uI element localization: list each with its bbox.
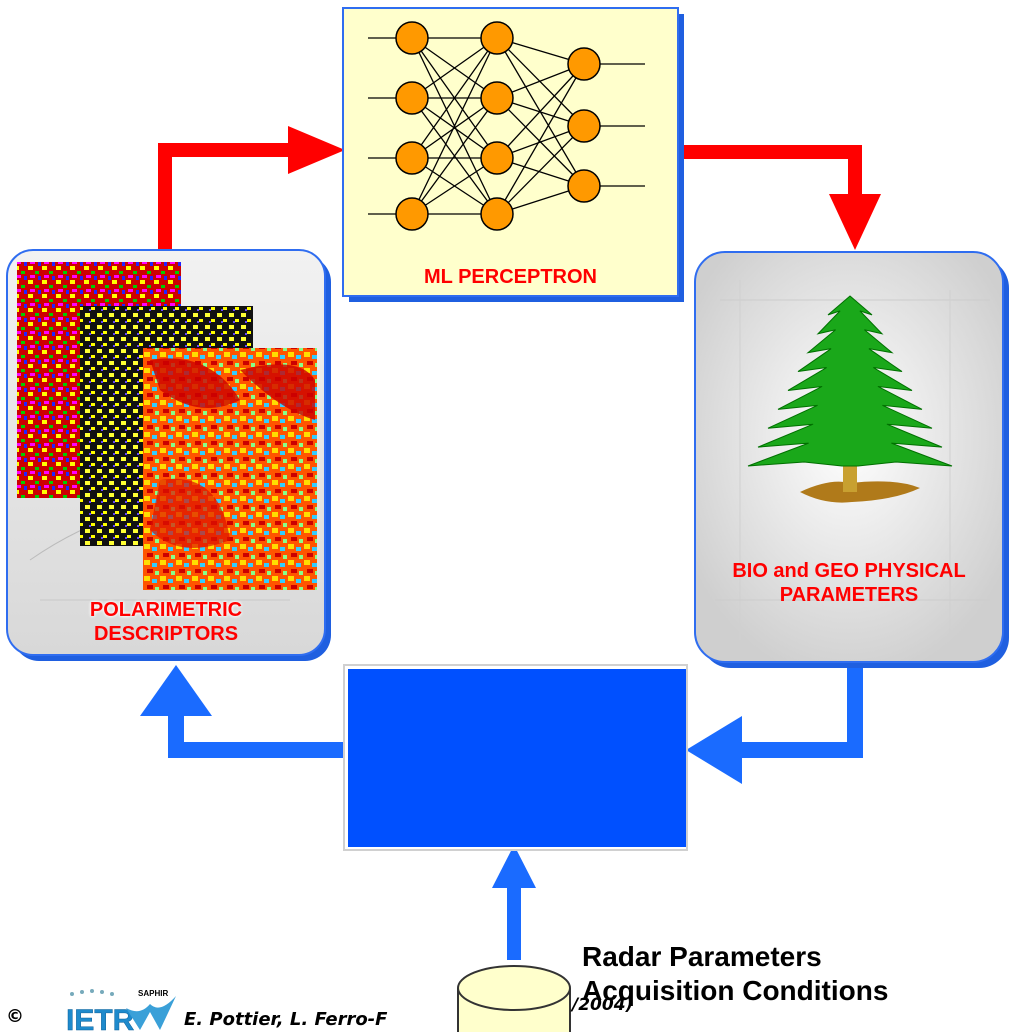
- descriptors-label-line1: POLARIMETRIC: [89, 599, 243, 621]
- saphir-logo: SAPHIR: [126, 989, 176, 1030]
- red-arrow-to-perceptron: [158, 126, 345, 252]
- network-edge: [496, 37, 585, 127]
- blue-arrow-to-processor: [686, 665, 863, 784]
- database-cylinder-icon: [457, 965, 571, 1032]
- network-node: [567, 109, 601, 143]
- network-edge: [496, 63, 585, 215]
- neural-network-icon: [368, 21, 645, 231]
- parameters-label: BIO and GEO PHYSICAL PARAMETERS: [695, 559, 1003, 607]
- network-node: [480, 81, 514, 115]
- network-node: [567, 169, 601, 203]
- network-node: [395, 197, 429, 231]
- copyright-symbol: ©: [6, 1006, 24, 1027]
- network-edge: [496, 125, 585, 215]
- network-edge: [496, 63, 585, 159]
- blue-arrow-from-database: [492, 845, 536, 960]
- network-node: [480, 197, 514, 231]
- network-edge: [411, 97, 498, 215]
- radar-label-line1: Radar Parameters: [582, 941, 822, 972]
- descriptors-label: POLARIMETRIC DESCRIPTORS: [7, 598, 325, 646]
- descriptors-label-line2: DESCRIPTORS: [93, 623, 239, 645]
- red-arrow-to-parameters: [682, 145, 881, 250]
- parameters-label-line1: BIO and GEO PHYSICAL: [732, 560, 966, 582]
- processor-box: [343, 664, 688, 851]
- ietr-logo: IETR: [66, 989, 135, 1032]
- network-edge: [411, 37, 498, 99]
- network-node: [480, 141, 514, 175]
- network-edge: [411, 37, 498, 215]
- tree-icon: [747, 295, 953, 503]
- network-node: [567, 47, 601, 81]
- svg-text:SAPHIR: SAPHIR: [138, 989, 168, 998]
- network-node: [395, 141, 429, 175]
- blue-arrow-to-descriptors: [140, 665, 348, 758]
- svg-text:IETR: IETR: [66, 1004, 135, 1032]
- radar-label: Radar Parameters Acquisition Conditions: [582, 940, 1002, 1008]
- perceptron-box: [342, 7, 684, 302]
- parameters-label-line2: PARAMETERS: [779, 584, 919, 606]
- network-node: [395, 81, 429, 115]
- radar-label-line2: Acquisition Conditions: [582, 975, 889, 1006]
- network-node: [395, 21, 429, 55]
- perceptron-label: ML PERCEPTRON: [424, 266, 597, 288]
- network-edge: [411, 37, 498, 159]
- footer-credit-end: /2004): [572, 995, 634, 1015]
- network-edge: [411, 97, 498, 159]
- network-edge: [411, 157, 498, 215]
- polarimetric-image-stack: [17, 262, 317, 590]
- footer-credit: E. Pottier, L. Ferro-F: [184, 1009, 388, 1030]
- network-node: [480, 21, 514, 55]
